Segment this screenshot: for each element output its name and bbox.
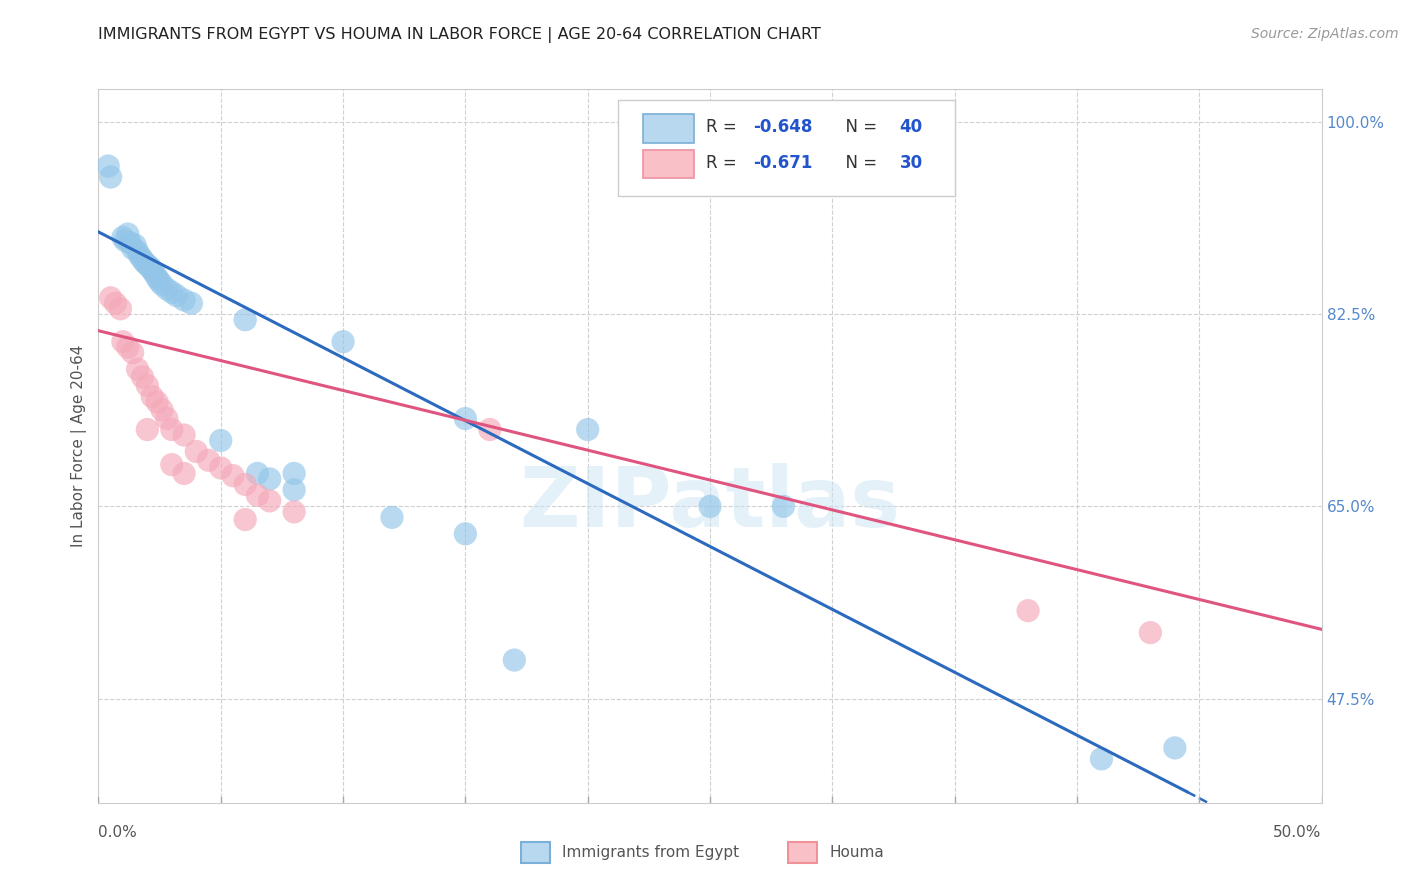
Point: [1164, 740, 1187, 755]
Point: [478, 423, 501, 437]
Point: [233, 312, 256, 326]
FancyBboxPatch shape: [619, 100, 955, 196]
Point: [166, 288, 188, 302]
Text: Immigrants from Egypt: Immigrants from Egypt: [562, 846, 740, 860]
Text: 30: 30: [900, 153, 922, 171]
Point: [772, 500, 794, 514]
Point: [141, 263, 163, 277]
Point: [150, 277, 173, 292]
Text: ZIPatlas: ZIPatlas: [520, 463, 900, 543]
Point: [117, 340, 139, 354]
Point: [117, 227, 139, 241]
Point: [259, 494, 281, 508]
FancyBboxPatch shape: [789, 842, 817, 863]
Point: [97, 159, 120, 173]
Point: [146, 271, 169, 285]
Point: [233, 512, 256, 526]
FancyBboxPatch shape: [522, 842, 550, 863]
Point: [233, 477, 256, 491]
Point: [173, 428, 195, 442]
Point: [111, 230, 134, 244]
Point: [197, 453, 219, 467]
Point: [120, 235, 142, 250]
Point: [283, 467, 305, 481]
Point: [149, 274, 172, 288]
Point: [129, 249, 152, 263]
Point: [222, 468, 245, 483]
Y-axis label: In Labor Force | Age 20-64: In Labor Force | Age 20-64: [72, 345, 87, 547]
Point: [576, 423, 599, 437]
Point: [139, 260, 162, 274]
FancyBboxPatch shape: [643, 114, 695, 143]
Text: -0.671: -0.671: [752, 153, 813, 171]
Point: [143, 267, 166, 281]
Point: [136, 378, 159, 392]
Point: [454, 526, 477, 541]
Point: [124, 238, 146, 252]
Point: [160, 423, 183, 437]
Text: 50.0%: 50.0%: [1274, 825, 1322, 840]
Point: [209, 461, 232, 475]
Point: [283, 505, 305, 519]
Point: [131, 252, 153, 267]
Point: [1017, 604, 1039, 618]
Point: [180, 296, 202, 310]
Point: [156, 411, 179, 425]
FancyBboxPatch shape: [643, 150, 695, 178]
Point: [186, 444, 208, 458]
Point: [146, 395, 169, 409]
Point: [100, 291, 122, 305]
Point: [381, 510, 404, 524]
Point: [134, 255, 156, 269]
Point: [160, 285, 183, 300]
Point: [114, 234, 136, 248]
Point: [141, 390, 163, 404]
Point: [332, 334, 354, 349]
Point: [136, 423, 159, 437]
Point: [1139, 625, 1161, 640]
Point: [111, 334, 134, 349]
Text: R =: R =: [706, 118, 742, 136]
Text: Source: ZipAtlas.com: Source: ZipAtlas.com: [1251, 27, 1399, 41]
Point: [156, 282, 179, 296]
Point: [100, 169, 122, 184]
Point: [110, 301, 132, 316]
Point: [127, 362, 149, 376]
Point: [127, 244, 149, 259]
Point: [209, 434, 232, 448]
Text: 40: 40: [900, 118, 922, 136]
Point: [131, 369, 153, 384]
Point: [173, 467, 195, 481]
Point: [503, 653, 526, 667]
Point: [1090, 752, 1112, 766]
Text: 0.0%: 0.0%: [98, 825, 138, 840]
Point: [699, 500, 721, 514]
Point: [104, 296, 127, 310]
Text: N =: N =: [835, 118, 882, 136]
Point: [173, 293, 195, 307]
Text: -0.648: -0.648: [752, 118, 813, 136]
Text: N =: N =: [835, 153, 882, 171]
Point: [150, 402, 173, 417]
Text: IMMIGRANTS FROM EGYPT VS HOUMA IN LABOR FORCE | AGE 20-64 CORRELATION CHART: IMMIGRANTS FROM EGYPT VS HOUMA IN LABOR …: [98, 27, 821, 43]
Point: [136, 258, 159, 272]
Point: [121, 241, 143, 255]
Point: [454, 411, 477, 425]
Point: [160, 458, 183, 472]
Point: [246, 467, 269, 481]
Point: [246, 488, 269, 502]
Point: [259, 472, 281, 486]
Point: [283, 483, 305, 497]
Point: [121, 345, 143, 359]
Text: R =: R =: [706, 153, 742, 171]
Text: Houma: Houma: [830, 846, 884, 860]
